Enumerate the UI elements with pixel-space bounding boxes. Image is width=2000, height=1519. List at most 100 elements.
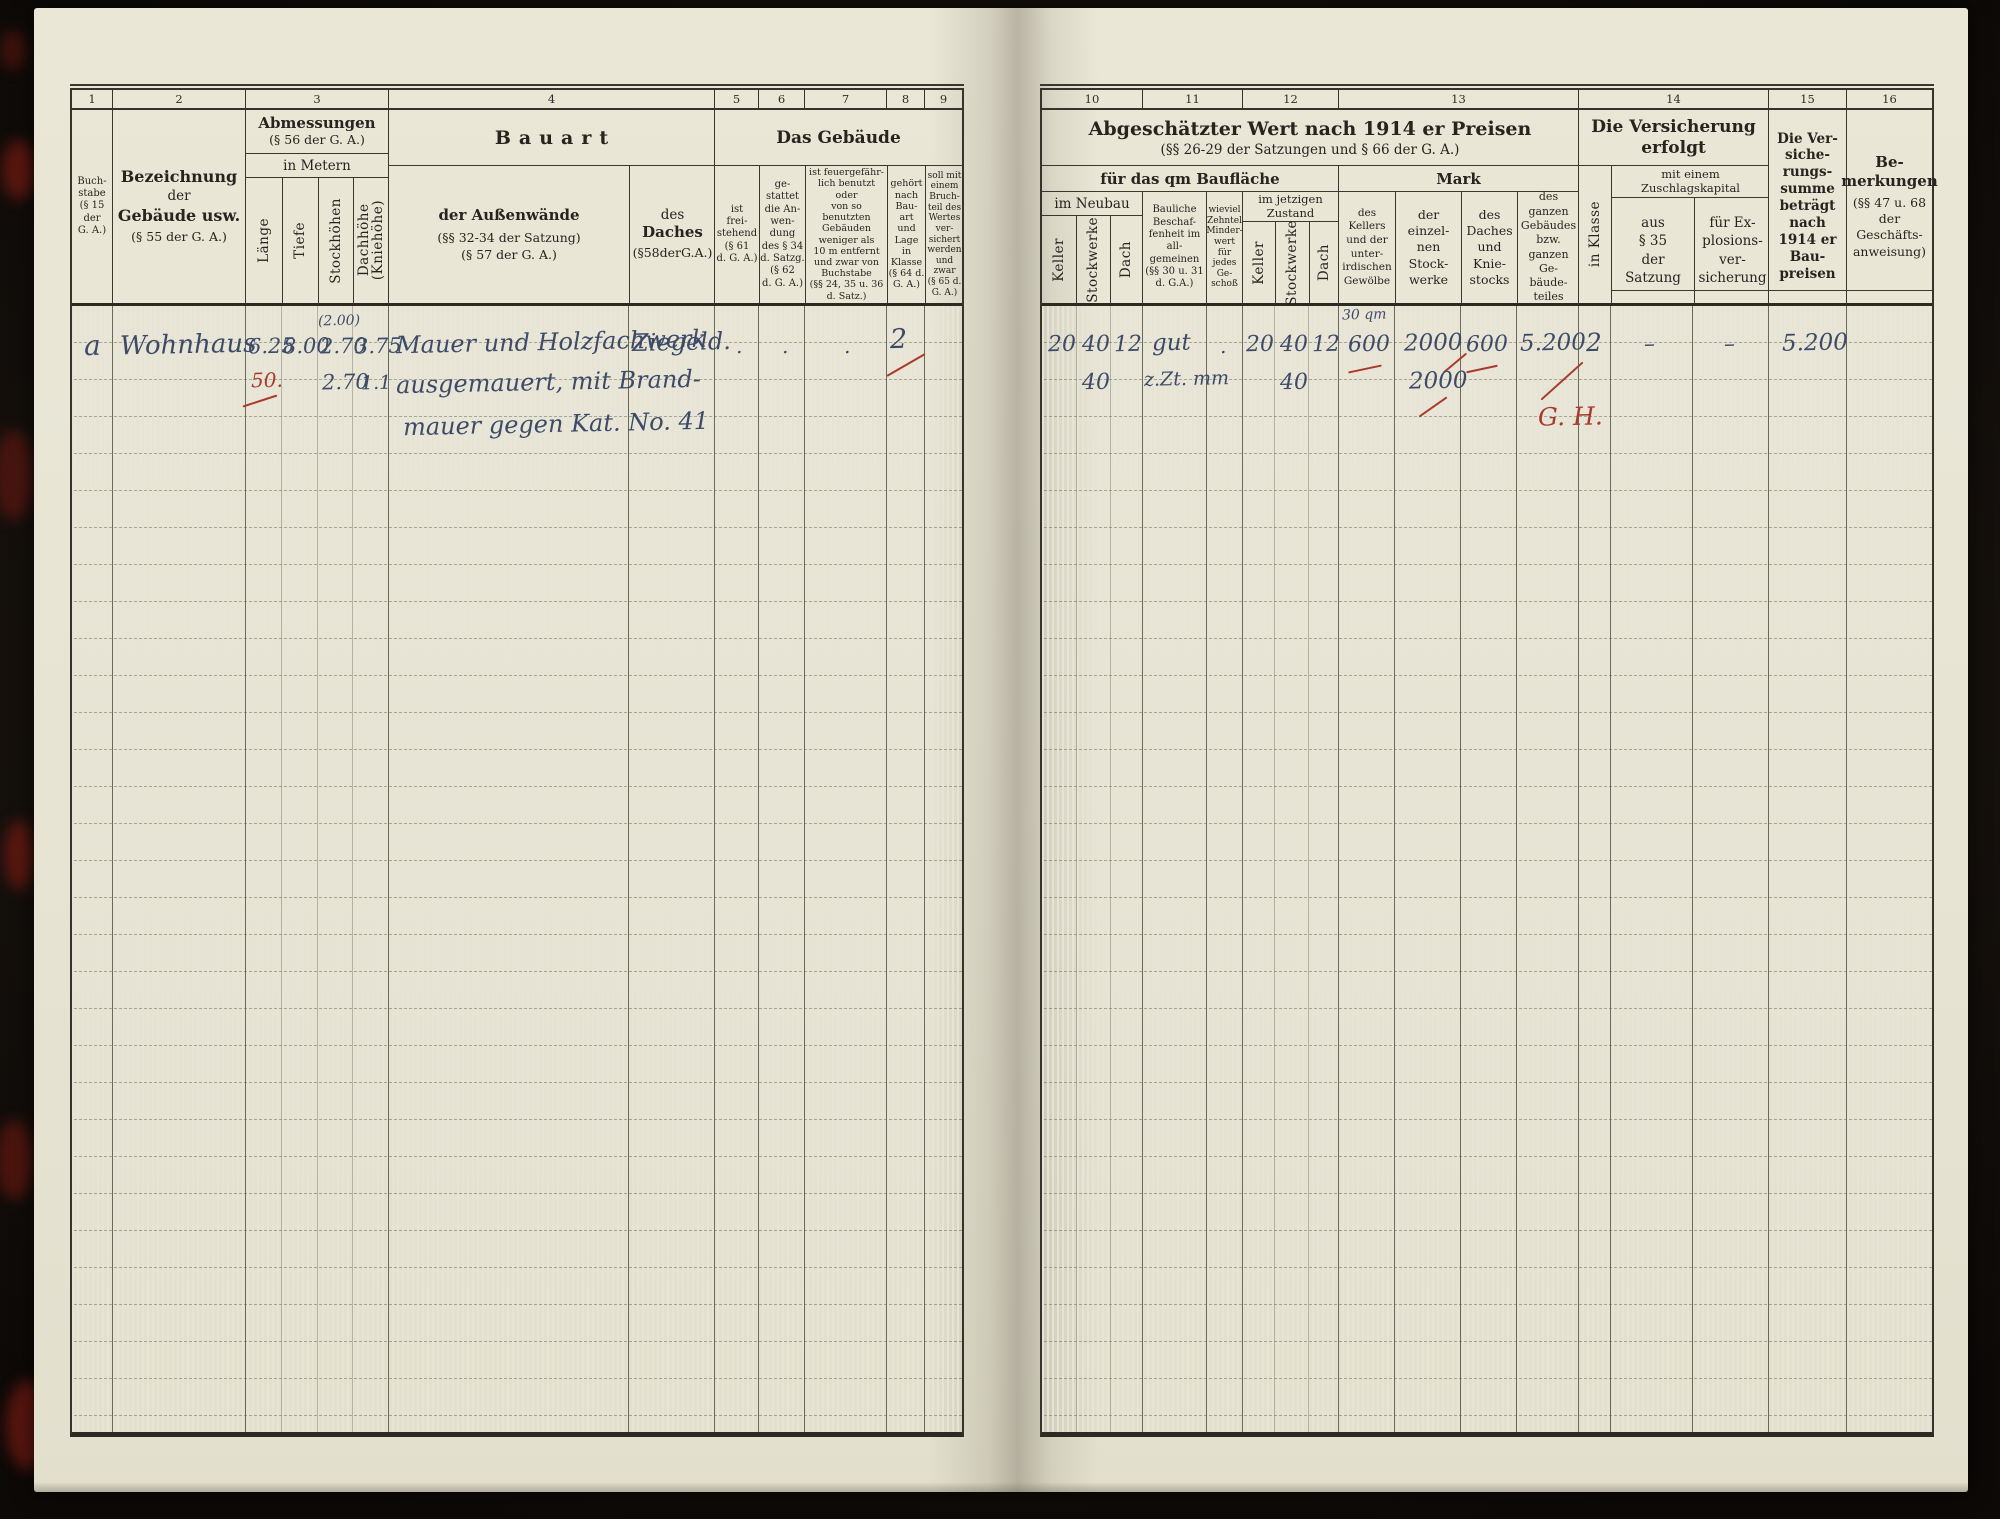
left-table-body: a Wohnhaus 6.25 50. 8.00 (2.00) 2.70 2.7… (72, 306, 962, 1432)
header-aus-satzung-label: aus § 35 der Satzung (1625, 215, 1681, 286)
header-das-gebaeude: Das Gebäude (715, 110, 962, 166)
body-col-feuer (804, 306, 886, 1432)
handwritten-zustand-dach: 12 (1311, 331, 1341, 358)
body-col-zustand-stockwerke (1274, 306, 1308, 1432)
header-in-klasse-label: in Klasse (1586, 201, 1603, 268)
handwritten-wert-stockwerke-2: 2000 (1408, 367, 1468, 395)
header-neubau-subcolumns: Keller Stockwerke Dach (1042, 216, 1142, 303)
body-col-freistehend (714, 306, 758, 1432)
col-number: 5 (714, 90, 758, 108)
header-dachhoehe: Dachhöhe (Kniehöhe) (353, 178, 389, 303)
header-zuschlagskapital-label: mit einem Zuschlagskapital (1641, 166, 1740, 195)
body-col-bezeichnung (112, 306, 245, 1432)
header-zustand-dach: Dach (1309, 222, 1339, 303)
header-wert-1914: Abgeschätzter Wert nach 1914 er Preisen … (1042, 110, 1578, 166)
header-wert-keller-label: des Kellers und der unter- irdischen Gew… (1342, 206, 1392, 287)
handwritten-zustand-stockwerke-2: 40 (1279, 369, 1309, 396)
handwritten-neubau-stockwerke: 40 (1081, 331, 1111, 358)
handwritten-ditto-anwendung: . (781, 333, 789, 359)
cell-bottom-rule (1695, 290, 1770, 291)
body-col-zustand-keller (1242, 306, 1274, 1432)
header-zustand-group: im jetzigen Zustand Keller Stockwerke Da… (1242, 192, 1339, 305)
handwritten-klasse: 2 (889, 323, 908, 356)
header-mark-title: Mark (1436, 169, 1481, 188)
handwritten-qm-note: 30 qm (1341, 306, 1387, 324)
header-keller-label: Keller (1050, 237, 1067, 282)
handwritten-kniehoehe: 1.1 (360, 371, 392, 395)
body-col-tiefe (281, 306, 317, 1432)
body-col-summe (1768, 306, 1846, 1432)
header-daches: des Daches (§58derG.A.) (629, 166, 715, 303)
left-header: Buch- stabe (§ 15 der G. A.) Bezeichnung… (72, 110, 962, 306)
right-table-body: 20 40 12 40 gut z.Zt. mm . 20 40 12 40 3… (1042, 306, 1932, 1432)
header-dachhoehe-label: Dachhöhe (Kniehöhe) (356, 200, 387, 281)
col-number: 14 (1578, 90, 1768, 108)
handwritten-dach-art: Ziegeld. (631, 326, 732, 358)
header-aussenwaende-paragraph: (§ 57 der G. A.) (461, 246, 557, 262)
body-col-wert-dach (1460, 306, 1516, 1432)
header-in-metern-label: in Metern (283, 157, 351, 174)
header-feuergefaehrlich-label: ist feuergefähr- lich benutzt oder von s… (809, 167, 884, 302)
header-versicherung-erfolgt: Die Versicherung erfolgt (1579, 110, 1768, 166)
handwritten-neubau-keller: 20 (1047, 331, 1077, 358)
header-in-klasse: in Klasse (1579, 166, 1611, 303)
body-col-neubau-dach (1110, 306, 1142, 1432)
col-number: 9 (924, 90, 962, 108)
header-freistehend: ist frei- stehend (§ 61 d. G. A.) (715, 166, 759, 303)
header-qm-group: für das qm Baufläche im Neubau Keller St… (1042, 166, 1339, 305)
left-page-table: 1 2 3 4 5 6 7 8 9 Buch- stabe (§ 15 der … (70, 84, 964, 1437)
body-col-klasse (886, 306, 924, 1432)
body-col-bruchteil (924, 306, 962, 1432)
header-wert-stockwerke: der einzel- nen Stock- werke (1395, 192, 1461, 303)
handwritten-neubau-stockwerke-2: 40 (1081, 369, 1111, 396)
header-bauart: Bauart (389, 110, 714, 166)
header-zehntel: wieviel Zehntel Minder- wert für jedes G… (1206, 192, 1243, 303)
header-explosion: für Ex- plosions- ver- sicherung (1694, 198, 1770, 303)
header-bezeichnung-gebaeude: Gebäude usw. (117, 206, 241, 226)
body-col-stockhoehen (317, 306, 352, 1432)
col-number: 11 (1142, 90, 1242, 108)
right-page-table: 10 11 12 13 14 15 16 Abgeschätzter Wert … (1040, 84, 1938, 1437)
header-bauart-subcolumns: der Außenwände (§§ 32-34 der Satzung) (§… (389, 166, 714, 303)
col-number: 8 (886, 90, 924, 108)
col-number: 2 (112, 90, 245, 108)
header-tiefe: Tiefe (282, 178, 318, 303)
header-neubau-keller: Keller (1042, 216, 1076, 303)
handwritten-versicherungssumme: 5.200 (1781, 329, 1849, 357)
handwritten-zehntel-ditto: . (1219, 333, 1227, 359)
cover-marbling-spot (4, 820, 34, 890)
handwritten-ditto-freistehend: . (735, 333, 743, 359)
handwritten-zustand-stockwerke: 40 (1279, 331, 1309, 358)
header-zehntel-label: wieviel Zehntel Minder- wert für jedes G… (1206, 205, 1243, 290)
col-number: 4 (388, 90, 714, 108)
handwritten-beschaffenheit-2: z.Zt. mm (1143, 367, 1230, 391)
header-stockhoehen-label: Stockhöhen (327, 197, 344, 284)
header-wert-dach: des Daches und Knie- stocks (1461, 192, 1517, 303)
header-versicherungssumme-label: Die Ver- siche- rungs- summe beträgt nac… (1777, 130, 1838, 282)
header-abmessungen-group: Abmessungen (§ 56 der G. A.) in Metern L… (245, 110, 388, 303)
header-keller-label: Keller (1250, 240, 1267, 285)
handwritten-wert-dach: 600 (1465, 331, 1509, 358)
col-number: 3 (245, 90, 388, 108)
col-number: 10 (1084, 92, 1100, 106)
body-col-wert-stockwerke (1394, 306, 1460, 1432)
header-anwendung-label: ge- stattet die An- wen- dung des § 34 d… (760, 178, 805, 289)
cell-bottom-rule (1847, 290, 1932, 291)
handwritten-wert-gesamt: 5.200 (1519, 329, 1587, 357)
body-col-wert-keller (1338, 306, 1394, 1432)
header-dach-label: Dach (1118, 240, 1135, 279)
header-stockhoehen: Stockhöhen (318, 178, 353, 303)
cover-marbling-spot (0, 1120, 34, 1200)
col-number: 15 (1768, 90, 1846, 108)
header-bruchteil: soll mit einem Bruch- teil des Wertes ve… (925, 166, 963, 303)
header-abmessungen-paragraph: (§ 56 der G. A.) (269, 132, 365, 148)
handwritten-buchstabe: a (83, 328, 102, 363)
handwritten-wert-stockwerke: 2000 (1403, 329, 1463, 357)
header-aussenwaende-satzung: (§§ 32-34 der Satzung) (437, 230, 581, 246)
body-col-explosion (1692, 306, 1768, 1432)
header-buchstabe-label: Buch- stabe (§ 15 der G. A.) (77, 175, 107, 237)
body-col-klasse (1578, 306, 1610, 1432)
header-bezeichnung: Bezeichnung der Gebäude usw. (§ 55 der G… (112, 110, 245, 303)
header-bauart-klasse-label: gehört nach Bau- art und Lage in Klasse … (888, 178, 925, 291)
col-number: 13 (1338, 90, 1578, 108)
